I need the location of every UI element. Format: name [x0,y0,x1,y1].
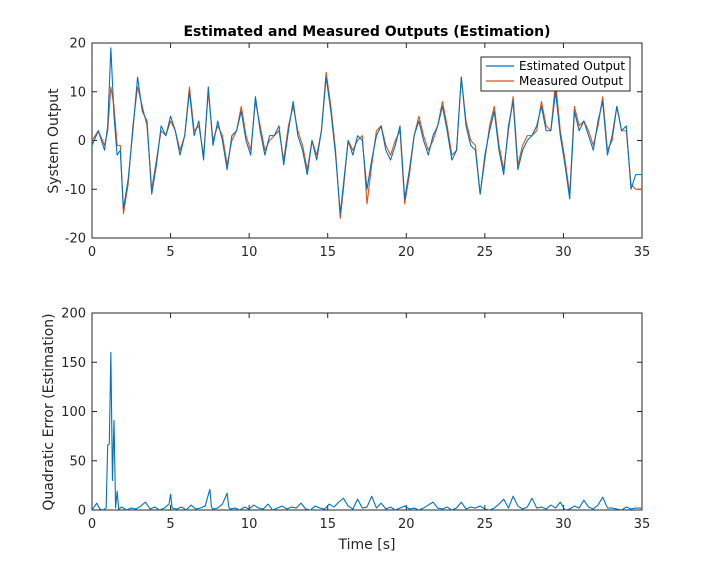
bottom-y-tick-label: 100 [61,405,86,420]
bottom-y-tick-label: 200 [61,307,86,322]
legend-label-estimated: Estimated Output [519,59,625,73]
top-x-tick-label: 0 [88,245,96,260]
top-x-tick-label: 25 [477,245,494,260]
bottom-x-axis-label: Time [s] [338,537,396,553]
top-plot: Estimated and Measured Outputs (Estimati… [46,24,650,260]
top-x-tick-label: 10 [241,245,258,260]
top-y-tick-label: -20 [65,232,86,247]
top-y-tick-label: 0 [78,134,86,149]
top-axis-ticks: 0 5 10 15 20 25 30 35 -20 -10 0 10 20 [65,37,651,261]
bottom-series-line-quadratic-error [91,351,642,511]
bottom-plot-area [91,312,643,511]
top-y-tick-label: -10 [65,183,86,198]
top-x-tick-label: 15 [319,245,336,260]
bottom-y-tick-label: 0 [78,504,86,519]
bottom-x-tick-label: 25 [477,517,494,532]
bottom-x-tick-label: 15 [319,517,336,532]
top-x-tick-label: 5 [166,245,174,260]
bottom-x-tick-label: 35 [634,517,651,532]
legend: Estimated Output Measured Output [480,56,631,92]
top-y-tick-label: 20 [69,37,86,52]
bottom-y-tick-label: 50 [69,454,86,469]
legend-box [480,56,631,92]
top-series-group [91,47,642,220]
bottom-x-tick-label: 10 [241,517,258,532]
top-y-axis-label: System Output [46,88,62,194]
top-series-line-measured-output [91,71,642,220]
bottom-x-tick-label: 20 [398,517,415,532]
bottom-x-tick-label: 0 [88,517,96,532]
top-chart-title: Estimated and Measured Outputs (Estimati… [183,24,550,40]
top-x-tick-label: 35 [634,245,651,260]
bottom-series-group [91,351,642,511]
bottom-x-tick-label: 30 [555,517,572,532]
legend-label-measured: Measured Output [519,74,623,88]
bottom-y-tick-label: 150 [61,356,86,371]
bottom-y-axis-label: Quadratic Error (Estimation) [41,313,57,510]
bottom-x-tick-label: 5 [166,517,174,532]
bottom-axis-ticks: 0 5 10 15 20 25 30 35 0 50 100 150 200 [61,307,650,533]
top-series-line-estimated-output [91,47,642,215]
top-x-tick-label: 20 [398,245,415,260]
bottom-plot: Quadratic Error (Estimation) Time [s] 0 5… [41,307,650,554]
top-x-tick-label: 30 [555,245,572,260]
top-y-tick-label: 10 [69,85,86,100]
